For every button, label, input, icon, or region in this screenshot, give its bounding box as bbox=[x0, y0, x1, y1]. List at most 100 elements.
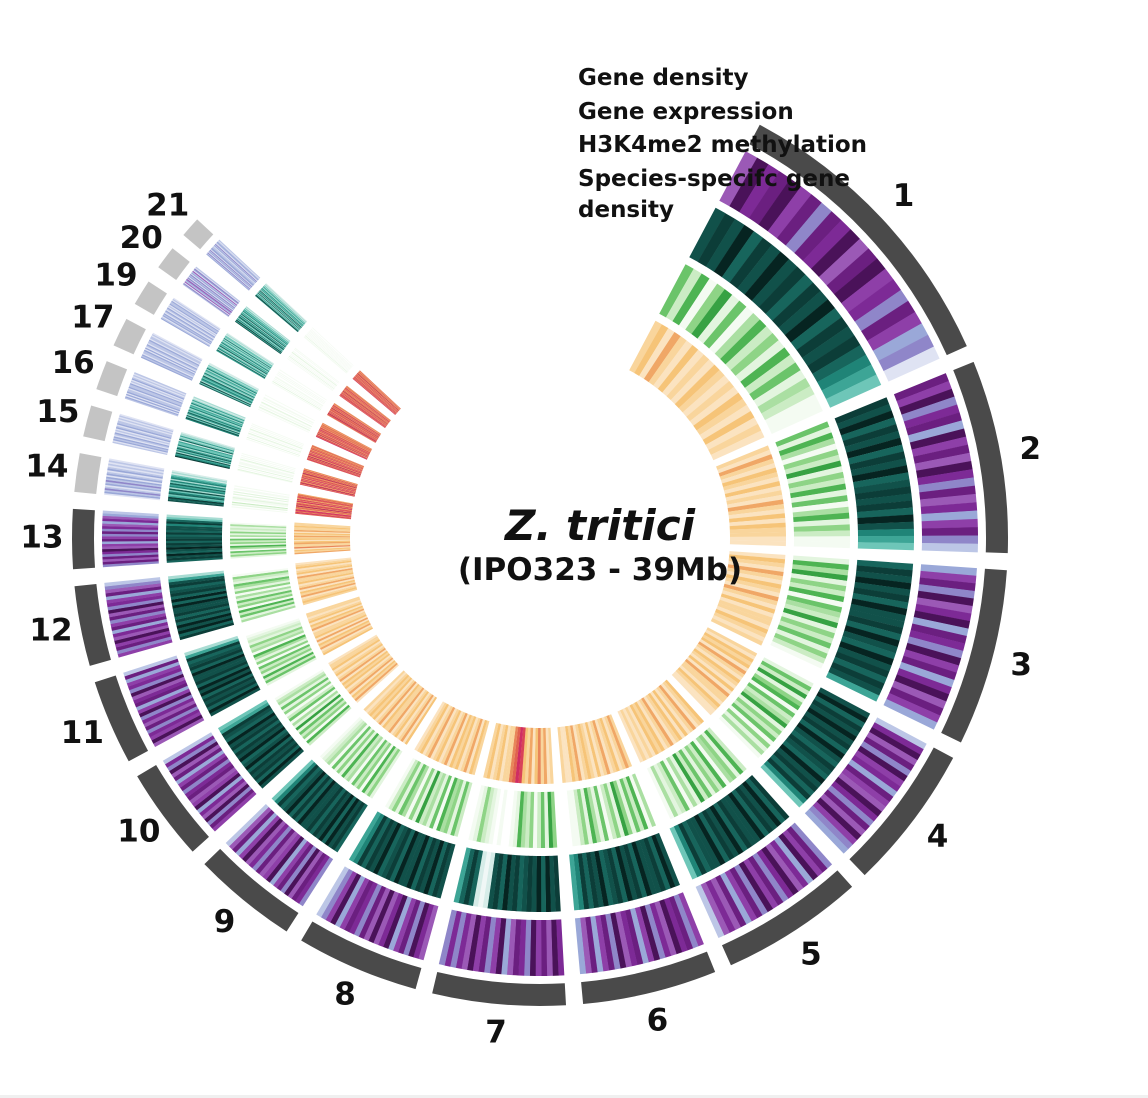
track-bin bbox=[104, 492, 161, 501]
ideogram-arc-chr19[interactable] bbox=[134, 281, 167, 315]
track-bin bbox=[242, 450, 297, 468]
ideogram-arc-chr15[interactable] bbox=[83, 405, 113, 442]
track-bin bbox=[602, 783, 622, 839]
ideogram-arc-chr4[interactable] bbox=[849, 747, 954, 876]
chromosome-label-17[interactable]: 17 bbox=[71, 299, 114, 335]
track-bin bbox=[758, 266, 806, 314]
track-bin bbox=[104, 491, 161, 499]
chromosome-label-4[interactable]: 4 bbox=[927, 819, 949, 855]
track-bin bbox=[106, 473, 163, 484]
track-bin bbox=[382, 683, 420, 729]
ideogram-arc-chr14[interactable] bbox=[74, 453, 102, 494]
track-bin bbox=[287, 357, 334, 391]
chromosome-label-15[interactable]: 15 bbox=[36, 394, 79, 430]
ideogram-arc-chr13[interactable] bbox=[71, 508, 95, 570]
track-bin bbox=[296, 564, 353, 575]
chromosome-label-16[interactable]: 16 bbox=[52, 345, 95, 381]
track-bin bbox=[131, 379, 184, 401]
track-bin bbox=[404, 696, 438, 745]
track-bin bbox=[233, 490, 289, 501]
track-bin bbox=[482, 852, 496, 909]
track-bin bbox=[791, 495, 848, 508]
track-bin bbox=[335, 643, 383, 677]
chromosome-label-12[interactable]: 12 bbox=[29, 613, 72, 649]
chromosome-label-2[interactable]: 2 bbox=[1019, 431, 1041, 467]
track-bin bbox=[302, 701, 347, 740]
ideogram-arc-chr21[interactable] bbox=[183, 219, 214, 250]
track-bin bbox=[772, 282, 821, 328]
ideogram-arc-chr5[interactable] bbox=[721, 870, 853, 966]
track-bin bbox=[102, 523, 159, 528]
track-bin bbox=[183, 282, 230, 317]
chromosome-label-21[interactable]: 21 bbox=[146, 188, 189, 224]
track-bin bbox=[166, 545, 223, 550]
chromosome-label-11[interactable]: 11 bbox=[61, 715, 104, 751]
ideogram-arc-chr7[interactable] bbox=[432, 971, 567, 1006]
ideogram-arc-chr8[interactable] bbox=[301, 921, 422, 990]
ideogram-arc-chr9[interactable] bbox=[204, 848, 299, 932]
track-bin bbox=[344, 388, 389, 424]
chromosome-label-3[interactable]: 3 bbox=[1010, 647, 1032, 683]
chromosome-label-10[interactable]: 10 bbox=[117, 814, 160, 850]
track-bin bbox=[206, 367, 257, 394]
track-bin bbox=[901, 396, 958, 422]
track-bin bbox=[166, 529, 223, 534]
track-bin bbox=[115, 426, 171, 443]
track-bin bbox=[169, 741, 219, 775]
ideogram-arc-chr1[interactable] bbox=[749, 124, 967, 356]
track-bin bbox=[762, 657, 814, 688]
chromosome-label-20[interactable]: 20 bbox=[120, 220, 163, 256]
track-bin bbox=[310, 447, 364, 469]
chromosome-label-14[interactable]: 14 bbox=[25, 449, 68, 485]
track-bin bbox=[327, 413, 377, 443]
chromosome-label-6[interactable]: 6 bbox=[647, 1002, 669, 1038]
track-bin bbox=[307, 599, 361, 620]
ideogram-arc-chr2[interactable] bbox=[953, 361, 1009, 554]
track-bin bbox=[812, 344, 867, 383]
chromosome-label-8[interactable]: 8 bbox=[334, 977, 356, 1013]
ideogram-arc-chr11[interactable] bbox=[94, 675, 149, 762]
track-bin bbox=[105, 478, 162, 488]
track-bin bbox=[508, 726, 519, 783]
ideogram-arc-chr6[interactable] bbox=[581, 951, 716, 1005]
track-bin bbox=[302, 586, 357, 604]
chromosome-label-1[interactable]: 1 bbox=[893, 178, 915, 214]
track-bin bbox=[185, 416, 240, 436]
track-bin bbox=[168, 304, 217, 336]
track-bin bbox=[628, 774, 653, 829]
ideogram-arc-chr16[interactable] bbox=[96, 361, 128, 397]
ideogram-arc-chr12[interactable] bbox=[74, 584, 111, 666]
ideogram-arc-chr10[interactable] bbox=[137, 765, 209, 852]
track-bin bbox=[238, 815, 281, 860]
track-bin bbox=[585, 852, 600, 909]
track-bin bbox=[778, 290, 829, 336]
track-bin bbox=[153, 717, 205, 747]
ideogram-arc-chr17[interactable] bbox=[113, 318, 146, 355]
chromosome-label-9[interactable]: 9 bbox=[214, 904, 236, 940]
track-bin bbox=[316, 866, 350, 918]
track-bin bbox=[239, 460, 295, 476]
track-bin bbox=[301, 476, 357, 492]
track-bin bbox=[396, 692, 431, 740]
chromosome-label-13[interactable]: 13 bbox=[20, 520, 63, 556]
track-bin bbox=[718, 454, 773, 477]
track-bin bbox=[547, 727, 554, 784]
track-bin bbox=[238, 597, 294, 614]
track-bin bbox=[518, 919, 527, 976]
track-bin bbox=[783, 449, 839, 470]
track-bin bbox=[626, 842, 648, 898]
track-bin bbox=[530, 727, 536, 784]
track-bin bbox=[467, 850, 484, 906]
track-bin bbox=[356, 373, 399, 412]
chromosome-label-19[interactable]: 19 bbox=[94, 257, 137, 293]
chromosome-label-7[interactable]: 7 bbox=[485, 1015, 507, 1051]
ideogram-arc-chr20[interactable] bbox=[158, 248, 190, 281]
track-bin bbox=[248, 624, 302, 646]
track-bin bbox=[319, 427, 371, 454]
track-bin bbox=[299, 781, 339, 828]
ideogram-arc-chr3[interactable] bbox=[941, 568, 1007, 743]
chromosome-label-5[interactable]: 5 bbox=[800, 936, 822, 972]
track-bin bbox=[634, 324, 669, 376]
legend-label-species_specific: Species-specifc gene bbox=[578, 166, 850, 192]
track-bin bbox=[838, 410, 895, 436]
